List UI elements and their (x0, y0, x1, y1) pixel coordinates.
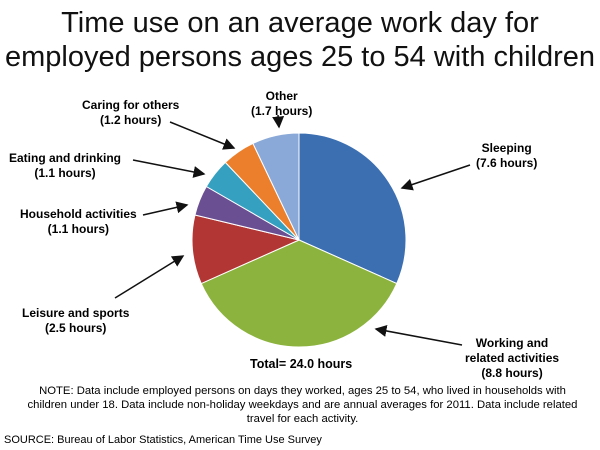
arrow-sleeping (400, 164, 471, 191)
chart-title: Time use on an average work day for empl… (4, 7, 596, 73)
arrow-other (272, 114, 285, 129)
label-sleeping: Sleeping (7.6 hours) (476, 141, 538, 170)
arrow-household (142, 201, 189, 216)
arrow-working (374, 325, 463, 346)
label-working: Working and related activities (8.8 hours) (465, 336, 560, 380)
label-household: Household activities (1.1 hours) (20, 207, 137, 236)
pie-slice-working-and-related-activities (200, 239, 398, 348)
label-eating: Eating and drinking (1.1 hours) (9, 151, 122, 180)
pie-slice-leisure-and-sports (191, 214, 301, 285)
source-text: SOURCE: Bureau of Labor Statistics, Amer… (4, 434, 322, 446)
label-caring: Caring for others (1.2 hours) (82, 98, 180, 127)
pie-slice-other (252, 132, 300, 241)
pie-slice-sleeping (298, 132, 407, 285)
total-label: Total= 24.0 hours (250, 357, 353, 371)
arrow-leisure (114, 255, 185, 299)
label-leisure: Leisure and sports (2.5 hours) (22, 306, 130, 335)
label-other: Other (1.7 hours) (251, 89, 313, 118)
note-text: NOTE: Data include employed persons on d… (27, 385, 578, 425)
arrow-eating (132, 159, 206, 178)
arrow-caring (169, 121, 236, 150)
